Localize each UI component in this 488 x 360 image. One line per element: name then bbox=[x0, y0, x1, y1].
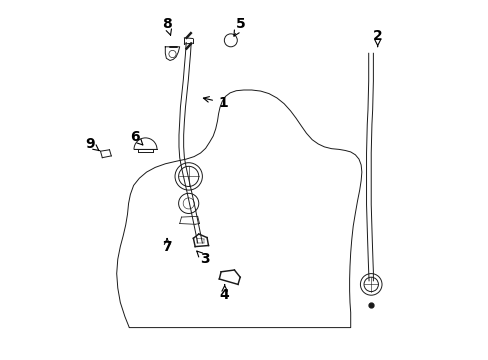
Text: 4: 4 bbox=[220, 288, 229, 302]
Text: 1: 1 bbox=[218, 96, 227, 109]
Text: 6: 6 bbox=[130, 130, 139, 144]
Text: 9: 9 bbox=[85, 137, 95, 151]
Text: 8: 8 bbox=[162, 18, 172, 31]
Text: 3: 3 bbox=[200, 252, 209, 266]
Text: 7: 7 bbox=[162, 240, 172, 253]
Text: 2: 2 bbox=[372, 29, 382, 43]
Text: 5: 5 bbox=[236, 18, 245, 31]
